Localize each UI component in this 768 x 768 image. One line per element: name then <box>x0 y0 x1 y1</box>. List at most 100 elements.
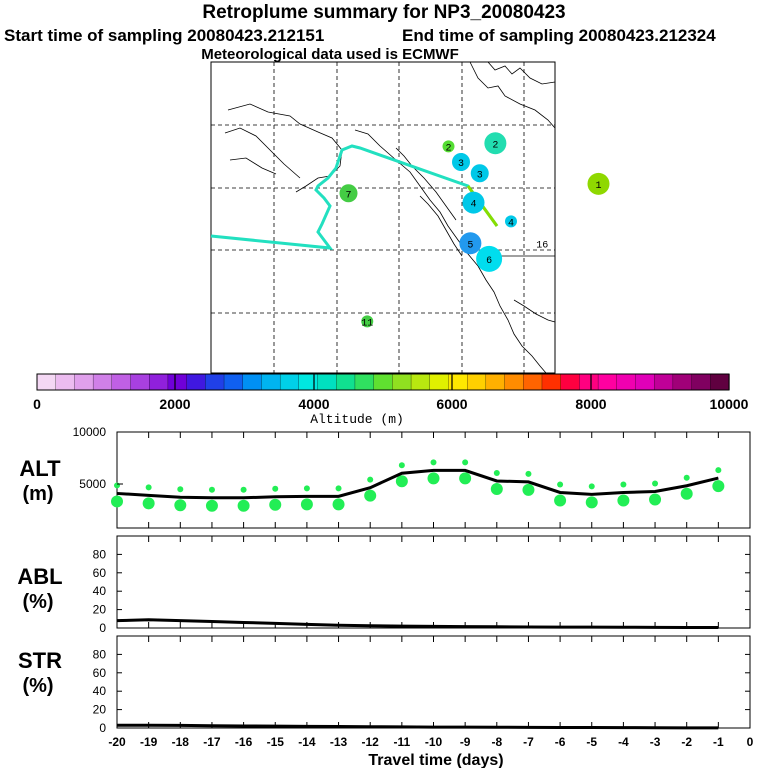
abl-unit: (%) <box>22 591 53 613</box>
colorbar-cell <box>710 373 730 391</box>
alt-scatter-hi-day--19 <box>145 484 152 491</box>
colorbar-cell <box>597 373 618 391</box>
chart-title: Retroplume summary for NP3_20080423 <box>202 2 566 23</box>
plume-cluster-day-1 <box>587 172 610 195</box>
alt-tick-5000: 5000 <box>79 477 106 491</box>
colorbar-cell <box>336 373 356 391</box>
colorbar-cell <box>672 373 693 391</box>
x-tick--4: -4 <box>618 735 629 749</box>
colorbar-cell <box>654 373 674 391</box>
plume-clusters <box>339 132 610 328</box>
plume-cluster-day-5 <box>459 232 482 255</box>
alt-scatter-hi-day--18 <box>177 486 184 493</box>
day-label-4: 4 <box>508 218 514 229</box>
str-tick-60: 60 <box>93 666 107 680</box>
day-label-6: 6 <box>486 256 492 267</box>
plume-cluster-day-11 <box>361 315 374 328</box>
colorbar-cell <box>36 373 57 391</box>
alt-unit: (m) <box>22 483 53 505</box>
day-label-11: 11 <box>361 318 373 329</box>
alt-scatter-day--5 <box>585 496 598 509</box>
alt-scatter-hi-day--16 <box>240 486 247 493</box>
abl-tick-80: 80 <box>93 547 107 561</box>
x-tick--18: -18 <box>172 735 190 749</box>
colorbar-cell <box>485 373 506 391</box>
colorbar-cell <box>579 373 599 391</box>
abl-line <box>116 618 719 630</box>
colorbar-cell <box>429 373 450 391</box>
x-tick--5: -5 <box>586 735 597 749</box>
colorbar-cell <box>541 373 562 391</box>
str-unit: (%) <box>22 675 53 697</box>
colorbar-cell <box>448 373 468 391</box>
colorbar-cell <box>504 373 524 391</box>
alt-scatter-day--7 <box>522 483 535 496</box>
colorbar-cell <box>560 373 581 391</box>
colorbar-cell <box>92 373 113 391</box>
colorbar-cell <box>523 373 543 391</box>
alt-scatter-hi-day--2 <box>683 474 690 481</box>
x-tick--10: -10 <box>425 735 443 749</box>
map-frame <box>210 61 556 374</box>
colorbar-cell <box>410 373 431 391</box>
alt-scatter-hi-day--11 <box>398 462 405 469</box>
str-label: STR <box>18 648 62 673</box>
colorbar-cell <box>279 373 300 391</box>
colorbar-cell <box>74 373 94 391</box>
day-label-5: 5 <box>467 240 473 251</box>
colorbar-cell <box>167 373 188 391</box>
day-label-4: 4 <box>470 200 476 211</box>
colorbar-cell <box>261 373 281 391</box>
alt-scatter-hi-day--14 <box>303 485 310 492</box>
x-axis-title: Travel time (days) <box>368 752 503 768</box>
x-tick--8: -8 <box>491 735 502 749</box>
colorbar-cell <box>242 373 263 391</box>
alt-scatter-day--2 <box>680 487 693 500</box>
day-label-7: 7 <box>345 190 351 201</box>
alt-scatter-day--20 <box>111 495 123 508</box>
colorbar-label: Altitude (m) <box>310 412 404 427</box>
alt-scatter-day--10 <box>427 472 440 485</box>
x-tick--2: -2 <box>681 735 692 749</box>
day-label-2: 2 <box>492 140 498 151</box>
str-tick-40: 40 <box>93 684 107 698</box>
sampling-start-time: Start time of sampling 20080423.212151 <box>4 26 325 45</box>
x-tick--15: -15 <box>267 735 285 749</box>
day-label-3: 3 <box>477 170 483 181</box>
alt-scatter-hi-day--10 <box>430 459 437 466</box>
alt-scatter-day--4 <box>617 494 630 507</box>
colorbar-cell <box>111 373 132 391</box>
alt-scatter-day--11 <box>395 475 408 488</box>
x-tick--13: -13 <box>330 735 348 749</box>
day-label-16: 16 <box>536 240 548 251</box>
altitude-colorbar: 0 2000 4000 6000 8000 10000 Altitude (m) <box>33 373 749 427</box>
colorbar-tick-0: 0 <box>33 396 41 412</box>
alt-scatter-hi-day--8 <box>493 469 500 476</box>
alt-scatter-hi-day--4 <box>620 481 627 488</box>
plume-cluster-day-2 <box>484 132 507 155</box>
str-line <box>117 723 719 730</box>
alt-scatter-hi-day--12 <box>367 476 374 483</box>
x-tick--7: -7 <box>523 735 534 749</box>
x-tick--17: -17 <box>203 735 221 749</box>
abl-panel <box>116 535 751 629</box>
colorbar-cell <box>223 373 244 391</box>
abl-tick-40: 40 <box>93 584 107 598</box>
x-tick--19: -19 <box>140 735 158 749</box>
alt-scatter-day--16 <box>237 499 250 512</box>
colorbar-cell <box>635 373 655 391</box>
alt-scatter-hi-day--6 <box>557 481 564 488</box>
alt-tick-10000: 10000 <box>73 425 107 439</box>
colorbar-cell <box>298 373 319 391</box>
alt-scatter-day--1 <box>712 480 725 493</box>
colorbar-cell <box>373 373 394 391</box>
alt-scatter-day--12 <box>364 489 377 502</box>
day-label-2: 2 <box>445 143 451 154</box>
x-tick--12: -12 <box>362 735 380 749</box>
colorbar-cell <box>186 373 206 391</box>
x-tick--9: -9 <box>460 735 471 749</box>
str-tick-80: 80 <box>93 647 107 661</box>
colorbar-cell <box>392 373 412 391</box>
x-tick--3: -3 <box>650 735 661 749</box>
